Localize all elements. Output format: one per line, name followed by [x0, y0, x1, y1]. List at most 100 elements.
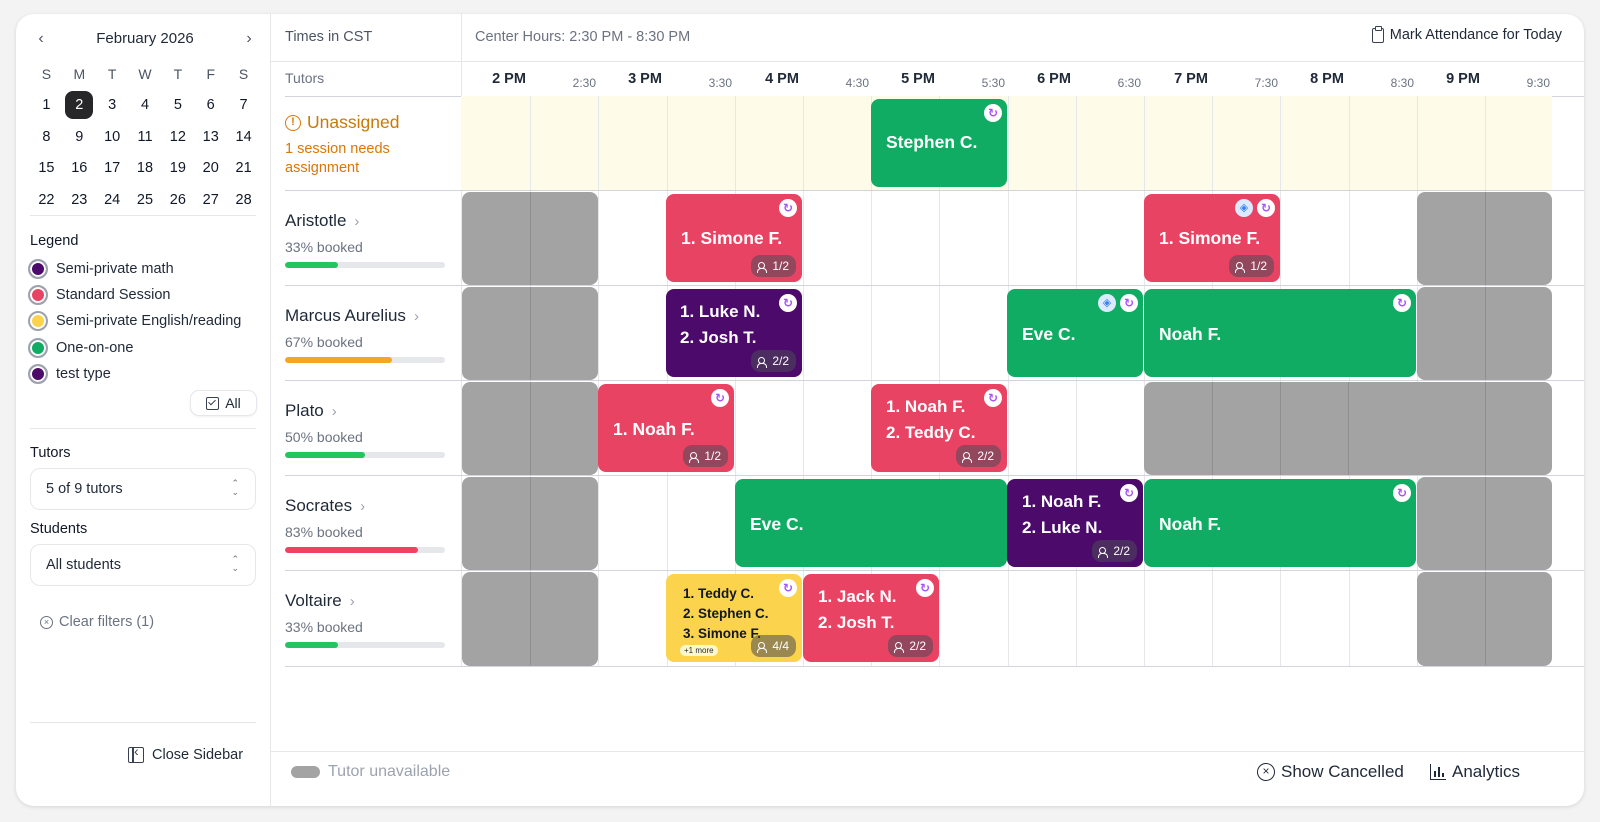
- legend-item[interactable]: Standard Session: [28, 282, 241, 308]
- calendar-day[interactable]: 18: [136, 160, 154, 177]
- calendar-day[interactable]: 15: [38, 160, 55, 177]
- students-filter-label: Students: [30, 521, 88, 537]
- chevron-right-icon[interactable]: ›: [246, 30, 252, 47]
- half-hour-label: 9:30: [1526, 76, 1550, 90]
- session-student-list: 1. Luke N. 2. Josh T.: [680, 299, 760, 351]
- calendar-day[interactable]: 24: [104, 191, 121, 208]
- calendar-day[interactable]: 7: [239, 97, 248, 114]
- tutor-booked-text: 33% booked: [285, 239, 363, 255]
- calendar-day-selected[interactable]: 2: [65, 91, 94, 120]
- recurring-icon: ↻: [916, 579, 934, 597]
- tutor-booking-bar: [285, 357, 445, 363]
- timeline-gridline: [803, 96, 804, 667]
- close-sidebar-button[interactable]: Close Sidebar: [128, 743, 243, 763]
- session-card[interactable]: ↻ 1. Noah F. 2. Luke N. 2/2: [1007, 479, 1143, 567]
- schedule-app: ‹ February 2026 › S M T W T F S 1 2 3 4 …: [16, 14, 1584, 806]
- calendar-day[interactable]: 5: [173, 97, 182, 114]
- calendar-day[interactable]: 26: [169, 191, 186, 208]
- calendar-day[interactable]: 25: [136, 191, 154, 208]
- session-card[interactable]: ↻ 1. Noah F. 1/2: [598, 384, 734, 472]
- tutor-booked-text: 33% booked: [285, 619, 363, 635]
- calendar-day[interactable]: 1: [42, 97, 51, 114]
- unavailable-split-line: [1485, 572, 1486, 665]
- show-cancelled-button[interactable]: × Show Cancelled: [1257, 762, 1404, 782]
- chevron-right-icon: ›: [349, 593, 355, 610]
- calendar-day[interactable]: 20: [202, 160, 219, 177]
- legend-item[interactable]: test type: [28, 361, 241, 387]
- session-card[interactable]: Eve C.: [735, 479, 1007, 567]
- session-card[interactable]: ↻ Noah F.: [1144, 289, 1416, 377]
- calendar-day[interactable]: 6: [206, 97, 215, 114]
- timeline-gridline: [666, 96, 668, 667]
- tutor-row: [285, 476, 1584, 571]
- session-card[interactable]: ↻ 1. Simone F. 1/2: [666, 194, 802, 282]
- calendar-day[interactable]: 21: [235, 160, 252, 177]
- calendar-day[interactable]: 23: [71, 191, 88, 208]
- select-all-types-button[interactable]: All: [190, 390, 257, 416]
- tutor-name-voltaire[interactable]: Voltaire ›: [285, 591, 355, 611]
- chevron-left-icon[interactable]: ‹: [38, 30, 44, 47]
- tutor-booking-bar-fill: [285, 642, 338, 648]
- unassigned-row: [285, 96, 1584, 191]
- calendar-day[interactable]: 28: [235, 191, 252, 208]
- session-card[interactable]: ◈ ↻ 1. Simone F. 1/2: [1144, 194, 1280, 282]
- tutor-row: [285, 571, 1584, 667]
- mark-attendance-button[interactable]: Mark Attendance for Today: [1371, 25, 1562, 43]
- session-card[interactable]: ↻ 1. Luke N. 2. Josh T. 2/2: [666, 289, 802, 377]
- session-card[interactable]: ↻ Noah F.: [1144, 479, 1416, 567]
- timeline-gridline: [598, 96, 600, 667]
- tutor-booking-bar: [285, 262, 445, 268]
- tutor-name-socrates[interactable]: Socrates ›: [285, 496, 365, 516]
- calendar-day[interactable]: 12: [169, 128, 186, 145]
- weekday-label: S: [238, 65, 249, 82]
- calendar-day[interactable]: 16: [71, 160, 88, 177]
- calendar-day[interactable]: 17: [104, 160, 121, 177]
- center-hours-label: Center Hours:: [475, 29, 566, 45]
- legend-item[interactable]: Semi-private math: [28, 256, 241, 282]
- session-card[interactable]: ◈ ↻ Eve C.: [1007, 289, 1143, 377]
- calendar-day[interactable]: 4: [140, 97, 150, 114]
- tutor-row: [285, 286, 1584, 381]
- recurring-icon: ↻: [711, 389, 729, 407]
- calendar-week-row: 1 2 3 4 5 6 7: [30, 90, 260, 122]
- recurring-icon: ↻: [779, 579, 797, 597]
- legend-item[interactable]: One-on-one: [28, 335, 241, 361]
- capacity-count: 2/2: [909, 639, 926, 653]
- users-icon: [757, 641, 768, 653]
- tutor-name-aristotle[interactable]: Aristotle ›: [285, 211, 359, 231]
- recurring-icon: ↻: [1393, 484, 1411, 502]
- calendar-day[interactable]: 13: [202, 128, 219, 145]
- tutor-name-marcus-aurelius[interactable]: Marcus Aurelius ›: [285, 306, 419, 326]
- tutor-name-plato[interactable]: Plato ›: [285, 401, 337, 421]
- users-icon: [689, 451, 700, 463]
- calendar-day[interactable]: 19: [169, 160, 186, 177]
- legend-item[interactable]: Semi-private English/reading: [28, 308, 241, 334]
- session-card[interactable]: ↻ 1. Noah F. 2. Teddy C. 2/2: [871, 384, 1007, 472]
- calendar-day[interactable]: 8: [42, 128, 51, 145]
- session-student: 1. Simone F.: [681, 228, 783, 248]
- session-student: Stephen C.: [886, 132, 978, 152]
- chevron-right-icon: ›: [413, 308, 419, 325]
- more-students-pill[interactable]: +1 more: [680, 645, 718, 656]
- tutors-select[interactable]: 5 of 9 tutors ⌃ ⌄: [30, 468, 256, 510]
- calendar-day[interactable]: 3: [108, 97, 117, 114]
- calendar-day[interactable]: 9: [75, 128, 84, 145]
- session-student-list: 1. Jack N. 2. Josh T.: [818, 584, 896, 636]
- calendar-day[interactable]: 22: [38, 191, 55, 208]
- session-card[interactable]: ↻ Stephen C.: [871, 99, 1007, 187]
- calendar-day[interactable]: 14: [235, 128, 252, 145]
- users-icon: [1098, 546, 1109, 558]
- capacity-count: 4/4: [772, 639, 789, 653]
- legend-list: Semi-private math Standard Session Semi-…: [28, 256, 241, 387]
- analytics-button[interactable]: Analytics: [1430, 762, 1520, 782]
- calendar-day[interactable]: 11: [137, 128, 153, 145]
- session-student-list: 1. Noah F. 2. Luke N.: [1022, 489, 1102, 541]
- clear-filters-button[interactable]: × Clear filters (1): [40, 614, 154, 630]
- tutor-name-label: Plato: [285, 401, 324, 420]
- calendar-day[interactable]: 27: [202, 191, 219, 208]
- session-card[interactable]: ↻ 1. Jack N. 2. Josh T. 2/2: [803, 574, 939, 662]
- session-card[interactable]: ↻ 1. Teddy C. 2. Stephen C. 3. Simone F.…: [666, 574, 802, 662]
- unavailable-split-line: [530, 572, 531, 665]
- calendar-day[interactable]: 10: [104, 128, 121, 145]
- students-select[interactable]: All students ⌃ ⌄: [30, 544, 256, 586]
